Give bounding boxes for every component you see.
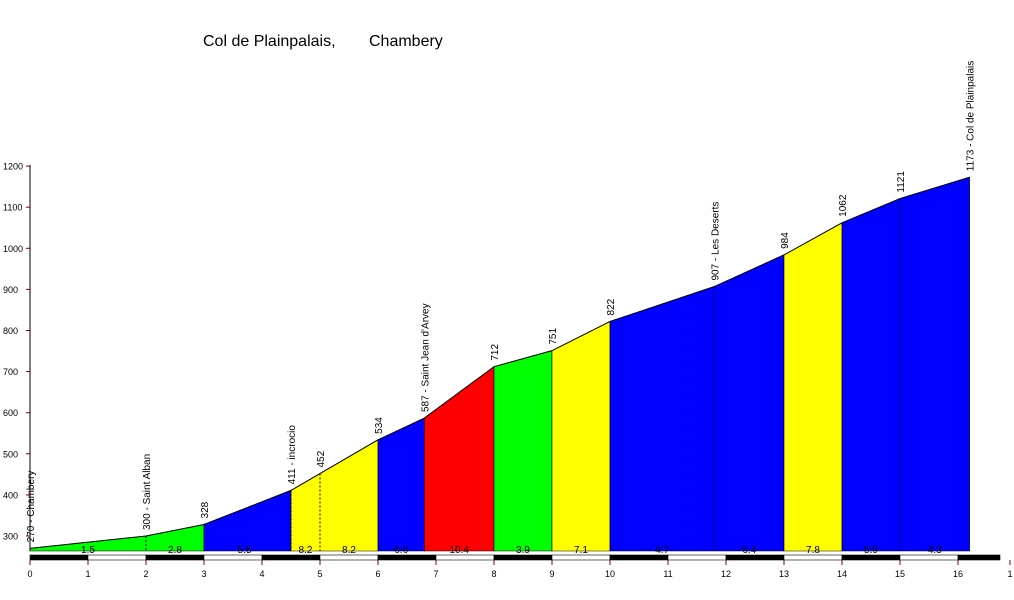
y-tick-label: 800 xyxy=(3,326,18,336)
profile-segment-2 xyxy=(290,439,379,552)
x-tick-label: 11 xyxy=(663,569,672,579)
profile-line xyxy=(29,176,970,549)
km-bar-segment-3 xyxy=(203,554,263,561)
elevation-label: 1062 xyxy=(838,194,849,217)
y-tick-label: 400 xyxy=(3,490,18,500)
elevation-label: 751 xyxy=(548,328,559,345)
elevation-label: 822 xyxy=(606,298,617,315)
km-bar-segment-16 xyxy=(957,554,1001,561)
gradient-label: 7.8 xyxy=(806,545,820,556)
x-tick-label: 16 xyxy=(953,569,963,579)
profile-segment-6 xyxy=(551,320,611,552)
gradient-label: 5.5 xyxy=(238,545,252,556)
gradient-label: 4.3 xyxy=(928,545,942,556)
x-tick-label: 3 xyxy=(201,569,206,579)
x-tick-label: 8 xyxy=(491,569,496,579)
profile-segment-5 xyxy=(493,350,553,552)
gradient-label: 5.9 xyxy=(864,545,878,556)
profile-segment-3 xyxy=(377,417,425,552)
elevation-label: 328 xyxy=(200,501,211,518)
gradient-label: 8.2 xyxy=(342,545,356,556)
x-tick-label: 2 xyxy=(143,569,148,579)
gradient-label: 7.1 xyxy=(574,545,588,556)
profile-segment-9 xyxy=(841,176,970,552)
chart-title-start: Chambery xyxy=(369,33,443,50)
y-tick-label: 1200 xyxy=(3,162,23,172)
elevation-label: 1121 xyxy=(896,171,907,193)
y-tick-label: 500 xyxy=(3,449,18,459)
x-tick-label: 15 xyxy=(895,569,905,579)
elevation-label: 712 xyxy=(490,344,501,361)
gradient-label: 6.6 xyxy=(394,545,408,556)
elevation-label: 452 xyxy=(316,450,327,467)
gradient-label: 10.4 xyxy=(449,545,469,556)
gradient-label: 1.5 xyxy=(81,545,95,556)
elevation-label: 300 - Saint Alban xyxy=(142,454,153,530)
x-tick-label: 1 xyxy=(85,569,90,579)
x-tick-label: 12 xyxy=(721,569,731,579)
y-tick-label: 1100 xyxy=(3,203,22,213)
point-labels: 270 - Chambery 300 - Saint Alban 328 411 - … xyxy=(26,61,977,543)
x-tick-label: 6 xyxy=(375,569,380,579)
elevation-label: 907 - Les Deserts xyxy=(710,202,721,281)
profile-segment-4 xyxy=(424,366,495,552)
x-tick-label: 13 xyxy=(779,569,789,579)
chart-title-climb: Col de Plainpalais, xyxy=(203,33,336,50)
gradient-label: 4.7 xyxy=(655,545,669,556)
profile-segment-7 xyxy=(609,254,785,552)
gradient-labels: 1.5 2.8 5.5 8.2 8.2 6.6 10.4 3.9 7.1 4.7 6.4 7.8 5.9… xyxy=(81,545,942,556)
gradient-label: 3.9 xyxy=(516,545,530,556)
elevation-label: 534 xyxy=(374,417,385,434)
x-tick-label: 9 xyxy=(549,569,554,579)
km-bar-segment-11 xyxy=(667,554,727,561)
km-bar-segment-0 xyxy=(29,554,89,561)
x-tick-label: 10 xyxy=(605,569,615,579)
km-scale-bar xyxy=(29,554,1001,561)
x-tick-label: 1 xyxy=(1007,569,1012,579)
profile-segment-8 xyxy=(783,222,843,552)
elevation-label: 984 xyxy=(780,232,791,249)
y-axis: 300 400 500 600 700 800 900 1000 1100 1200 xyxy=(3,162,31,551)
y-tick-label: 600 xyxy=(3,408,18,418)
elevation-label: 270 - Chambery xyxy=(26,471,37,543)
elevation-label: 1173 - Col de Plainpalais xyxy=(966,61,977,171)
elevation-label: 411 - incrocio xyxy=(287,425,298,485)
profile-outline xyxy=(29,176,970,549)
profile-segment-1 xyxy=(203,489,292,552)
km-bar-segment-1 xyxy=(87,554,147,561)
gradient-label: 8.2 xyxy=(299,545,313,556)
marker-lines xyxy=(145,198,901,551)
y-tick-label: 1000 xyxy=(3,244,23,254)
y-tick-label: 700 xyxy=(3,367,18,377)
x-tick-label: 4 xyxy=(259,569,264,579)
x-tick-label: 5 xyxy=(317,569,322,579)
elevation-label: 587 - Saint Jean d'Arvey xyxy=(420,303,431,412)
x-tick-label: 14 xyxy=(837,569,847,579)
gradient-label: 2.8 xyxy=(168,545,182,556)
x-axis: 0 1 2 3 4 5 6 7 8 9 10 11 12 13 14 15 16 1 xyxy=(27,560,1013,579)
x-tick-label: 0 xyxy=(27,569,32,579)
y-tick-label: 300 xyxy=(3,532,18,542)
gradient-label: 6.4 xyxy=(742,545,756,556)
x-tick-label: 7 xyxy=(433,569,438,579)
y-tick-label: 900 xyxy=(3,285,18,295)
profile-areas xyxy=(29,176,970,552)
